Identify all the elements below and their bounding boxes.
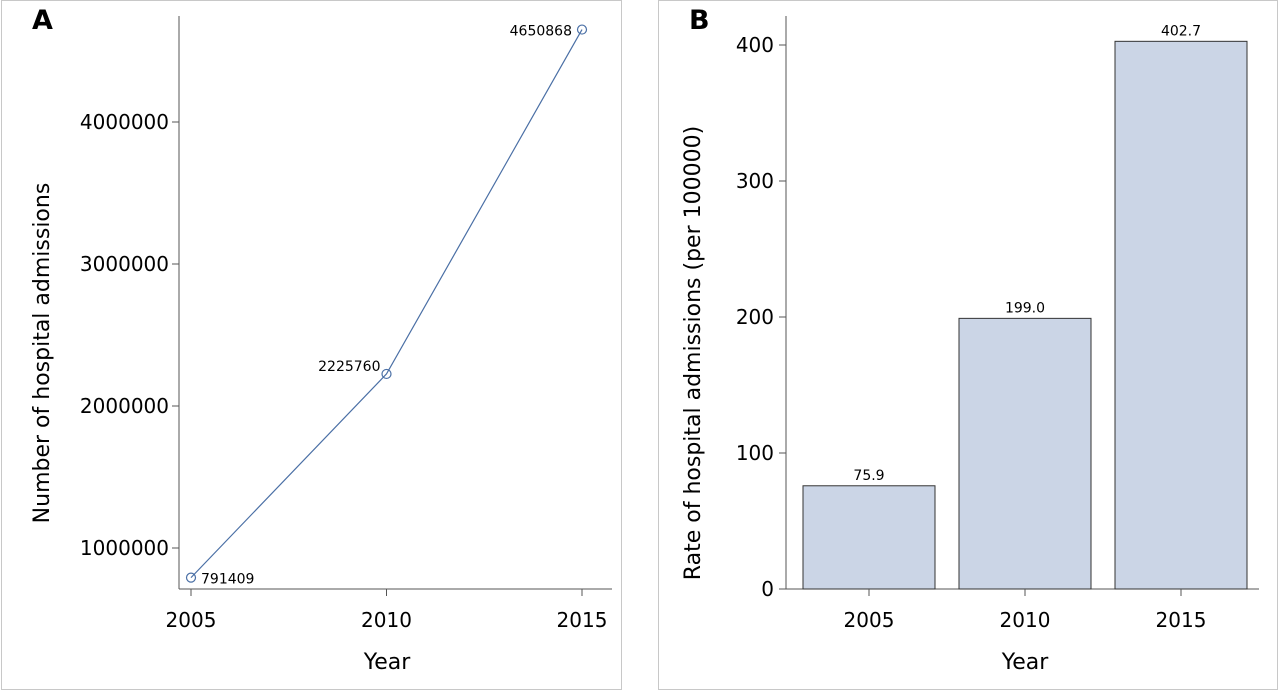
x-tick-label-0: 2005 <box>166 608 217 632</box>
panel-a-letter: A <box>32 5 53 36</box>
bar-2015 <box>1114 40 1248 590</box>
y-tick-label-0: 1000000 <box>80 536 169 560</box>
x-tick-label-2: 2015 <box>557 608 608 632</box>
y-tick-label-4: 400 <box>736 33 774 57</box>
data-label-2005: 75.9 <box>853 468 884 484</box>
data-point-2 <box>576 24 588 35</box>
data-point-1 <box>381 368 392 380</box>
panel-b-letter: B <box>689 5 710 36</box>
y-tick-label-3: 300 <box>736 169 774 193</box>
y-tick-label-1: 2000000 <box>80 394 169 418</box>
x-axis-title: Year <box>363 650 412 675</box>
y-tick-label-1: 100 <box>736 441 774 465</box>
y-axis-title: Number of hospital admissions <box>30 183 55 524</box>
y-tick-label-2: 200 <box>736 305 774 329</box>
bar-2005 <box>802 485 936 590</box>
y-axis-title: Rate of hospital admissions (per 100000) <box>681 126 706 580</box>
series-line <box>190 29 583 579</box>
x-axis-title: Year <box>1001 650 1050 675</box>
bar-chart: Rate of hospital admissions (per 100000)… <box>681 16 1259 675</box>
x-tick-label-2010: 2010 <box>1000 608 1051 632</box>
y-tick-label-2: 3000000 <box>80 252 169 276</box>
data-label-2: 4650868 <box>510 24 572 40</box>
bar-2010 <box>958 317 1092 590</box>
y-tick-label-3: 4000000 <box>80 110 169 134</box>
data-label-1: 2225760 <box>318 359 380 375</box>
data-label-0: 791409 <box>201 572 254 588</box>
data-label-2010: 199.0 <box>1005 300 1045 316</box>
x-tick-label-1: 2010 <box>361 608 412 632</box>
x-tick-label-2015: 2015 <box>1156 608 1207 632</box>
panel-b: B Rate of hospital admissions (per 10000… <box>658 0 1278 690</box>
panel-a: A Number of hospital admissions Year 100… <box>1 0 622 690</box>
x-tick-label-2005: 2005 <box>844 608 895 632</box>
y-tick-label-0: 0 <box>761 577 774 601</box>
line-chart: Number of hospital admissions Year 10000… <box>30 16 612 675</box>
data-point-0 <box>185 572 197 583</box>
data-label-2015: 402.7 <box>1161 23 1201 39</box>
